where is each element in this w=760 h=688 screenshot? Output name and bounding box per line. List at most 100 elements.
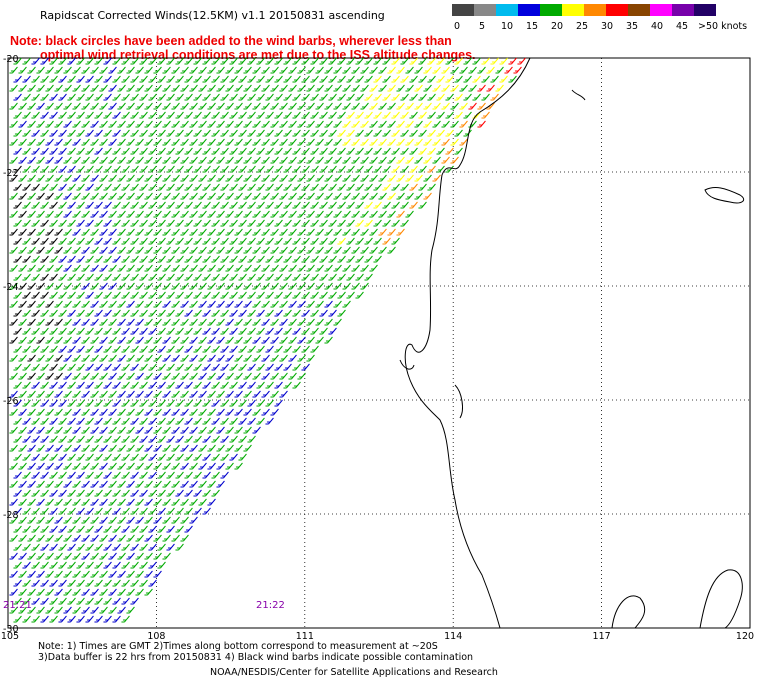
- wind-barb: [13, 327, 22, 335]
- wind-barb: [139, 291, 148, 299]
- wind-barb: [454, 129, 463, 137]
- wind-barb: [328, 237, 337, 245]
- wind-barb: [27, 444, 36, 452]
- wind-barb: [45, 138, 54, 146]
- wind-barb: [211, 57, 220, 65]
- wind-barb: [315, 246, 324, 254]
- wind-barb: [301, 183, 310, 191]
- wind-barb: [49, 507, 58, 515]
- wind-barb: [162, 498, 171, 506]
- wind-barb: [216, 462, 225, 470]
- wind-barb: [117, 282, 126, 290]
- wind-barb: [31, 615, 40, 623]
- wind-barb: [144, 264, 153, 272]
- wind-barb: [288, 318, 297, 326]
- wind-barb: [72, 246, 81, 254]
- wind-barb: [301, 327, 310, 335]
- wind-barb: [396, 120, 405, 128]
- wind-barb: [18, 282, 27, 290]
- wind-barb: [225, 156, 234, 164]
- wind-barb: [13, 201, 22, 209]
- chart-title: Rapidscat Corrected Winds(12.5KM) v1.1 2…: [40, 9, 385, 22]
- wind-barb: [117, 390, 126, 398]
- wind-barb: [391, 57, 400, 65]
- wind-barb: [157, 291, 166, 299]
- wind-barb: [184, 309, 193, 317]
- wind-barb: [40, 57, 49, 65]
- wind-barb: [72, 336, 81, 344]
- wind-barb: [18, 372, 27, 380]
- wind-barb: [256, 345, 265, 353]
- wind-barb: [337, 237, 346, 245]
- wind-barb: [148, 327, 157, 335]
- wind-barb: [45, 300, 54, 308]
- wind-barb: [252, 228, 261, 236]
- wind-barb: [328, 219, 337, 227]
- wind-barb: [405, 192, 414, 200]
- wind-barb: [54, 552, 63, 560]
- wind-barb: [418, 183, 427, 191]
- wind-barb: [45, 192, 54, 200]
- wind-barb: [72, 606, 81, 614]
- wind-barb: [139, 75, 148, 83]
- wind-barb: [85, 345, 94, 353]
- wind-barb: [9, 552, 18, 560]
- wind-barb: [94, 579, 103, 587]
- wind-barb: [144, 570, 153, 578]
- wind-barb: [157, 219, 166, 227]
- wind-barb: [117, 570, 126, 578]
- wind-barb: [297, 300, 306, 308]
- wind-barb: [63, 138, 72, 146]
- wind-barb: [153, 264, 162, 272]
- wind-barb: [58, 543, 67, 551]
- wind-barb: [207, 444, 216, 452]
- legend-swatch: [540, 4, 562, 16]
- wind-barb: [63, 228, 72, 236]
- wind-barb: [382, 75, 391, 83]
- wind-barb: [22, 201, 31, 209]
- wind-barb: [346, 75, 355, 83]
- wind-barb: [225, 282, 234, 290]
- wind-barb: [108, 318, 117, 326]
- wind-barb: [85, 291, 94, 299]
- wind-barb: [144, 534, 153, 542]
- wind-barb: [13, 489, 22, 497]
- wind-barb: [306, 318, 315, 326]
- wind-barb: [18, 552, 27, 560]
- wind-barb: [112, 453, 121, 461]
- wind-barb: [54, 426, 63, 434]
- wind-barb: [337, 129, 346, 137]
- wind-barb: [243, 282, 252, 290]
- wind-barb: [207, 426, 216, 434]
- wind-barb: [481, 75, 490, 83]
- wind-barb: [382, 201, 391, 209]
- wind-barb: [234, 390, 243, 398]
- wind-barb: [121, 57, 130, 65]
- wind-barb: [189, 372, 198, 380]
- wind-barb: [274, 147, 283, 155]
- wind-barb: [396, 102, 405, 110]
- wind-barb: [45, 210, 54, 218]
- wind-barb: [153, 84, 162, 92]
- wind-barb: [166, 525, 175, 533]
- wind-barb: [423, 84, 432, 92]
- wind-barb: [229, 291, 238, 299]
- wind-barb: [261, 282, 270, 290]
- wind-barb: [27, 606, 36, 614]
- wind-barb: [360, 84, 369, 92]
- wind-barb: [121, 291, 130, 299]
- wind-barb: [58, 309, 67, 317]
- wind-barb: [157, 327, 166, 335]
- coastline-feature: [399, 359, 415, 370]
- wind-barb: [238, 201, 247, 209]
- wind-barb: [252, 66, 261, 74]
- wind-barb: [355, 57, 364, 65]
- wind-barb: [297, 210, 306, 218]
- wind-barb: [99, 282, 108, 290]
- wind-barb: [162, 444, 171, 452]
- wind-barb: [310, 75, 319, 83]
- longitude-label: 108: [147, 631, 166, 642]
- wind-barb: [13, 237, 22, 245]
- wind-barb: [256, 57, 265, 65]
- wind-barb: [261, 336, 270, 344]
